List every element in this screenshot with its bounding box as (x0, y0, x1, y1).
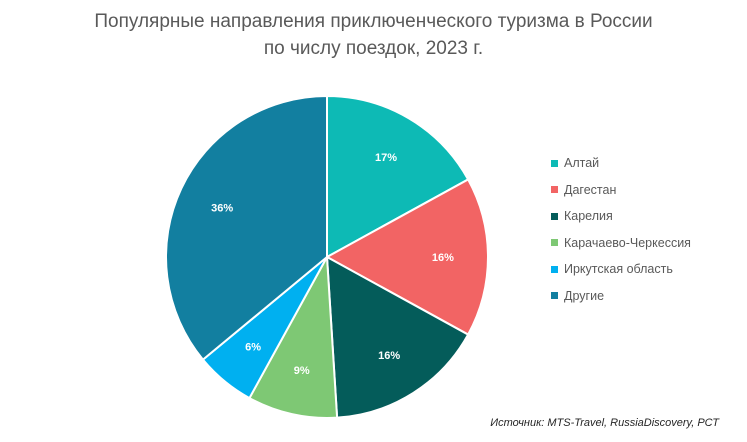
chart-title-line-1: Популярные направления приключенческого … (94, 11, 653, 32)
data-label-1: 17% (375, 152, 397, 164)
legend-item-6: Другие (551, 283, 691, 310)
pie-slice-2 (324, 178, 489, 336)
source-note: Источник: MTS-Travel, RussiaDiscovery, Р… (490, 417, 719, 429)
legend-label: Карачаево-Черкессия (564, 235, 691, 250)
legend-item-4: Карачаево-Черкессия (551, 230, 691, 257)
legend-swatch (551, 265, 558, 273)
pie-slice-6 (165, 94, 328, 362)
pie-slice-3 (325, 255, 470, 419)
pie-slice-1 (326, 94, 470, 259)
chart-legend: Алтай Дагестан Карелия Карачаево-Черкессия И… (551, 150, 691, 309)
legend-swatch (551, 186, 558, 194)
legend-item-1: Алтай (551, 150, 691, 177)
legend-swatch (551, 212, 558, 220)
legend-label: Дагестан (564, 182, 617, 197)
data-label-5: 6% (245, 341, 261, 353)
pie-labels: 17% 16% 16% 9% 6% 36% (211, 152, 454, 377)
legend-label: Карелия (564, 209, 613, 224)
legend-item-3: Карелия (551, 203, 691, 230)
data-label-3: 16% (378, 350, 400, 362)
legend-swatch (551, 239, 558, 247)
data-label-4: 9% (294, 365, 310, 377)
legend-label: Другие (564, 288, 605, 303)
legend-item-2: Дагестан (551, 177, 691, 204)
data-label-6: 36% (211, 203, 233, 215)
pie-slices (165, 94, 489, 419)
chart-title: Популярные направления приключенческого … (0, 8, 747, 62)
pie-slice-4 (248, 253, 339, 419)
data-label-2: 16% (432, 252, 454, 264)
legend-item-5: Иркутская область (551, 256, 691, 283)
legend-swatch (551, 159, 558, 167)
legend-swatch (551, 292, 558, 300)
chart-title-line-2: по числу поездок, 2023 г. (263, 38, 484, 59)
legend-label: Иркутская область (564, 262, 673, 277)
legend-label: Алтай (564, 156, 600, 171)
